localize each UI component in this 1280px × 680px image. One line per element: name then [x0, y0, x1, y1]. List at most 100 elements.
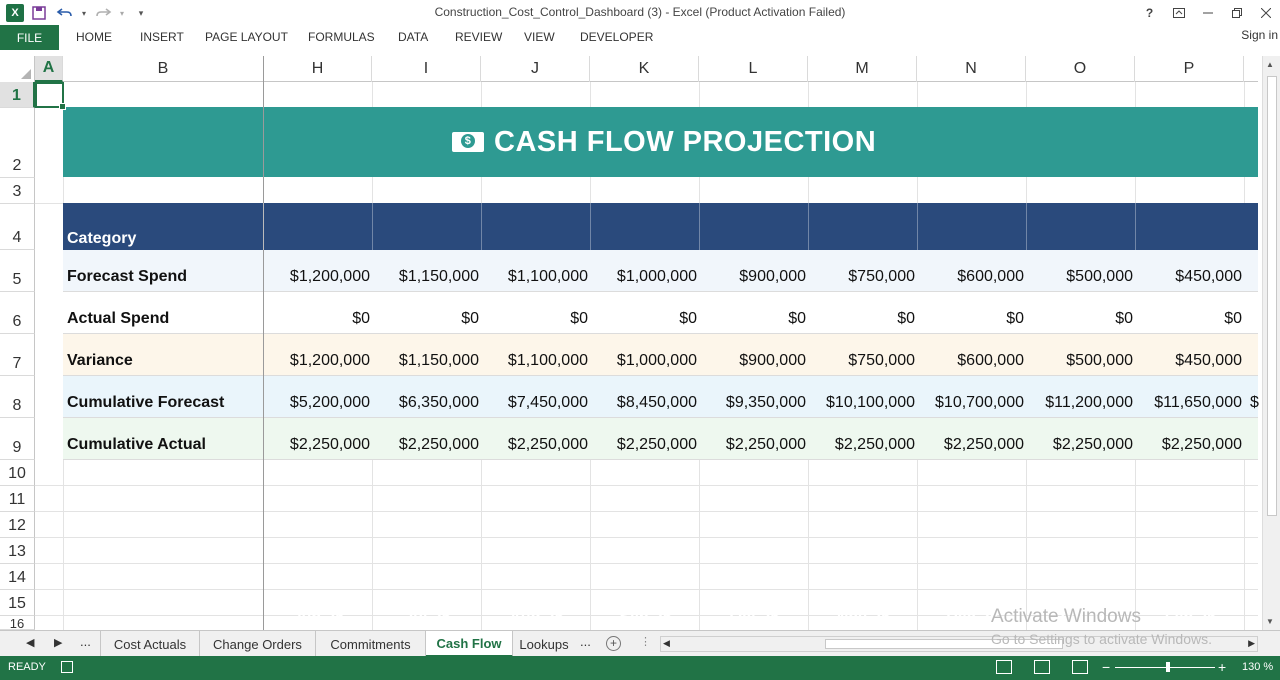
column-header-o[interactable]: O: [1026, 56, 1135, 82]
minimize-icon[interactable]: [1193, 0, 1222, 25]
tab-formulas[interactable]: FORMULAS: [308, 30, 375, 44]
table-cell[interactable]: $0: [1115, 310, 1133, 327]
row-header-13[interactable]: 13: [0, 538, 35, 564]
table-cell[interactable]: $1,150,000: [398, 352, 479, 369]
prev-sheet-icon[interactable]: ◀: [26, 637, 35, 649]
row-header-16[interactable]: 16: [0, 616, 35, 630]
table-cell[interactable]: $1,100,000: [507, 268, 588, 285]
sheet-tab-cost-actuals[interactable]: Cost Actuals: [100, 631, 200, 657]
table-cell[interactable]: $900,000: [739, 352, 806, 369]
close-icon[interactable]: [1251, 0, 1280, 25]
page-break-view-icon[interactable]: [1072, 660, 1088, 674]
table-cell[interactable]: $1,200,000: [289, 352, 370, 369]
worksheet-grid[interactable]: A B H I J K L M N O P 1 2 3 4 5 6 7 8 9 …: [0, 56, 1280, 630]
column-header-b[interactable]: B: [157, 60, 169, 77]
split-handle-icon[interactable]: ⋮: [640, 636, 651, 648]
column-header-h[interactable]: H: [263, 56, 372, 82]
row-label[interactable]: Variance: [67, 352, 133, 369]
column-header-j[interactable]: J: [481, 56, 590, 82]
column-header-k[interactable]: K: [590, 56, 699, 82]
sign-in-link[interactable]: Sign in: [1241, 28, 1278, 42]
row-header-11[interactable]: 11: [0, 486, 35, 512]
table-cell[interactable]: $10,100,000: [826, 394, 915, 411]
horizontal-scroll-thumb[interactable]: [825, 639, 1063, 649]
file-tab[interactable]: FILE: [0, 25, 59, 50]
column-header-p[interactable]: P: [1135, 56, 1244, 82]
table-cell[interactable]: $600,000: [957, 352, 1024, 369]
table-cell[interactable]: $1,100,000: [507, 352, 588, 369]
table-cell[interactable]: $2,250,000: [616, 436, 697, 453]
tab-developer[interactable]: DEVELOPER: [580, 30, 654, 44]
table-cell[interactable]: $0: [788, 310, 806, 327]
table-cell[interactable]: $750,000: [848, 352, 915, 369]
row-header-10[interactable]: 10: [0, 460, 35, 486]
tab-page-layout[interactable]: PAGE LAYOUT: [205, 30, 288, 44]
table-cell[interactable]: $2,250,000: [507, 436, 588, 453]
row-header-15[interactable]: 15: [0, 590, 35, 616]
table-cell[interactable]: $11,650,000: [1154, 394, 1242, 411]
table-cell[interactable]: $0: [352, 310, 370, 327]
table-cell[interactable]: $450,000: [1175, 352, 1242, 369]
row-header-4[interactable]: 4: [0, 204, 35, 250]
zoom-out-icon[interactable]: −: [1102, 659, 1111, 675]
row-header-12[interactable]: 12: [0, 512, 35, 538]
macro-record-icon[interactable]: [61, 661, 73, 673]
more-sheets-right[interactable]: ...: [580, 634, 591, 649]
table-cell[interactable]: $450,000: [1175, 268, 1242, 285]
table-cell[interactable]: $2,250,000: [1161, 436, 1242, 453]
save-icon[interactable]: [28, 3, 50, 23]
ribbon-display-options-icon[interactable]: [1164, 0, 1193, 25]
row-header-1[interactable]: 1: [0, 82, 35, 108]
tab-insert[interactable]: INSERT: [140, 30, 184, 44]
column-header-i[interactable]: I: [372, 56, 481, 82]
sheet-tab-lookups[interactable]: Lookups: [519, 636, 569, 652]
scroll-down-icon[interactable]: ▼: [1266, 617, 1274, 626]
help-button[interactable]: ?: [1145, 5, 1154, 20]
horizontal-scrollbar[interactable]: ◀ ▶: [660, 636, 1258, 652]
table-cell[interactable]: $600,000: [957, 268, 1024, 285]
table-cell[interactable]: $2,250,000: [1052, 436, 1133, 453]
table-cell[interactable]: $2,250,000: [289, 436, 370, 453]
table-cell[interactable]: $0: [461, 310, 479, 327]
column-header-a[interactable]: A: [35, 56, 63, 82]
sheet-tab-cash-flow[interactable]: Cash Flow: [426, 631, 513, 657]
row-header-9[interactable]: 9: [0, 418, 35, 460]
undo-icon[interactable]: [54, 3, 76, 23]
zoom-level[interactable]: 130 %: [1242, 661, 1274, 673]
scroll-left-icon[interactable]: ◀: [663, 638, 670, 648]
table-cell[interactable]: $6,350,000: [398, 394, 479, 411]
row-header-6[interactable]: 6: [0, 292, 35, 334]
table-cell[interactable]: $5,200,000: [289, 394, 370, 411]
table-cell[interactable]: $2,250,000: [943, 436, 1024, 453]
table-cell[interactable]: $0: [679, 310, 697, 327]
add-sheet-icon[interactable]: +: [606, 636, 621, 651]
table-cell[interactable]: $750,000: [848, 268, 915, 285]
vertical-scroll-thumb[interactable]: [1267, 76, 1277, 516]
table-cell[interactable]: $0: [570, 310, 588, 327]
table-cell[interactable]: $2,250,000: [398, 436, 479, 453]
table-cell[interactable]: $1,150,000: [398, 268, 479, 285]
customize-qat-icon[interactable]: ▾: [138, 7, 144, 18]
table-cell[interactable]: $0: [1224, 310, 1242, 327]
table-cell[interactable]: $8,450,000: [616, 394, 697, 411]
zoom-in-icon[interactable]: +: [1218, 659, 1227, 675]
table-cell[interactable]: $7,450,000: [507, 394, 588, 411]
tab-home[interactable]: HOME: [76, 30, 112, 44]
table-cell[interactable]: $1,000,000: [616, 352, 697, 369]
zoom-slider[interactable]: [1115, 667, 1215, 668]
table-cell[interactable]: $900,000: [739, 268, 806, 285]
column-header-l[interactable]: L: [699, 56, 808, 82]
scroll-up-icon[interactable]: ▲: [1266, 60, 1274, 69]
sheet-tab-commitments[interactable]: Commitments: [316, 631, 426, 657]
table-cell[interactable]: $11,200,000: [1045, 394, 1133, 411]
table-cell[interactable]: $500,000: [1066, 352, 1133, 369]
tab-data[interactable]: DATA: [398, 30, 429, 44]
table-cell[interactable]: $0: [897, 310, 915, 327]
table-cell[interactable]: $10,700,000: [935, 394, 1024, 411]
table-cell[interactable]: $0: [1006, 310, 1024, 327]
tab-view[interactable]: VIEW: [524, 30, 555, 44]
row-header-5[interactable]: 5: [0, 250, 35, 292]
table-cell[interactable]: $9,350,000: [725, 394, 806, 411]
row-header-14[interactable]: 14: [0, 564, 35, 590]
tab-review[interactable]: REVIEW: [455, 30, 503, 44]
